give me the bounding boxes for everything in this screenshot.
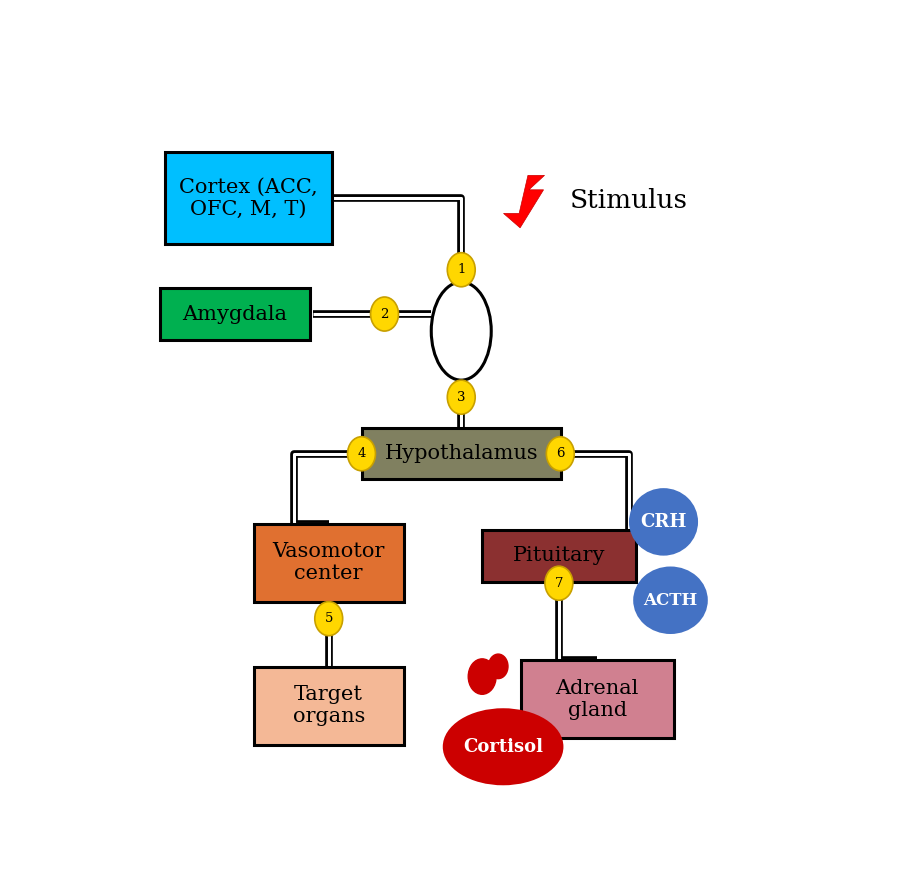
Ellipse shape — [447, 253, 475, 287]
FancyBboxPatch shape — [362, 428, 561, 480]
Ellipse shape — [447, 381, 475, 414]
Text: ACTH: ACTH — [644, 592, 698, 609]
Text: Target
organs: Target organs — [292, 685, 364, 727]
Text: Pituitary: Pituitary — [513, 546, 605, 566]
Text: Adrenal
gland: Adrenal gland — [555, 679, 639, 720]
Ellipse shape — [371, 297, 399, 331]
Text: 6: 6 — [556, 447, 564, 460]
Ellipse shape — [347, 436, 375, 471]
Ellipse shape — [444, 709, 562, 784]
Ellipse shape — [468, 658, 496, 695]
Text: Vasomotor
center: Vasomotor center — [273, 543, 385, 583]
Ellipse shape — [489, 654, 508, 679]
FancyBboxPatch shape — [254, 666, 404, 745]
Ellipse shape — [546, 436, 574, 471]
Text: 4: 4 — [357, 447, 365, 460]
Ellipse shape — [634, 567, 706, 633]
Text: Cortisol: Cortisol — [464, 738, 543, 756]
Polygon shape — [503, 175, 544, 227]
FancyBboxPatch shape — [520, 660, 674, 738]
Ellipse shape — [431, 282, 491, 381]
Text: Amygdala: Amygdala — [182, 304, 287, 324]
FancyBboxPatch shape — [165, 152, 332, 244]
Text: 2: 2 — [381, 308, 389, 320]
Text: 3: 3 — [457, 390, 465, 404]
Text: Stimulus: Stimulus — [570, 188, 688, 212]
Text: 7: 7 — [554, 577, 563, 589]
FancyBboxPatch shape — [254, 524, 404, 602]
Text: 5: 5 — [325, 612, 333, 625]
Ellipse shape — [630, 489, 697, 555]
Ellipse shape — [315, 602, 343, 635]
Ellipse shape — [545, 566, 573, 600]
FancyBboxPatch shape — [159, 289, 310, 340]
FancyBboxPatch shape — [482, 530, 635, 581]
Text: Cortex (ACC,
OFC, M, T): Cortex (ACC, OFC, M, T) — [179, 178, 318, 219]
Text: CRH: CRH — [640, 513, 687, 531]
Text: Hypothalamus: Hypothalamus — [384, 444, 538, 463]
Text: 1: 1 — [457, 263, 465, 276]
